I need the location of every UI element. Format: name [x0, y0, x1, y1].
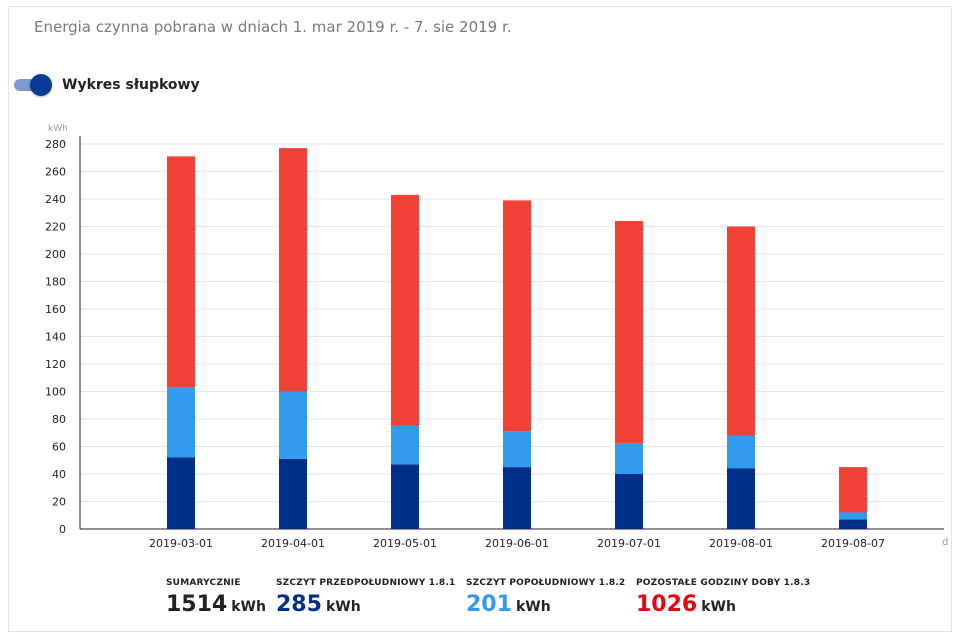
y-tick-label: 260	[45, 166, 66, 179]
bar-segment	[391, 425, 419, 465]
bar-segment	[391, 194, 419, 426]
x-tick-label: 2019-08-07	[821, 537, 885, 550]
y-tick-label: 60	[52, 441, 66, 454]
summary-183-value: 1026	[636, 592, 698, 617]
summary-182-value: 201	[466, 592, 512, 617]
summary-183-unit: kWh	[701, 599, 736, 615]
x-tick-label: 2019-04-01	[261, 537, 325, 550]
bar-chart-toggle[interactable]	[14, 74, 52, 96]
bar-segment	[279, 148, 307, 392]
bar-segment	[167, 156, 195, 388]
bar-segment	[727, 435, 755, 469]
x-tick-label: 2019-05-01	[373, 537, 437, 550]
toggle-label: Wykres słupkowy	[62, 77, 200, 93]
y-tick-label: 120	[45, 358, 66, 371]
bar-segment	[167, 457, 195, 529]
x-tick-label: 2019-07-01	[597, 537, 661, 550]
summary-181-value: 285	[276, 592, 322, 617]
bar-segment	[839, 519, 867, 529]
bar-segment	[615, 221, 643, 444]
summary-182: SZCZYT POPOŁUDNIOWY 1.8.2 201 kWh	[466, 578, 625, 617]
bar-segment	[839, 512, 867, 520]
summary-total-label: SUMARYCZNIE	[166, 578, 241, 588]
summary-181-unit: kWh	[325, 599, 361, 615]
bar-segment	[391, 464, 419, 529]
y-tick-label: 140	[45, 331, 66, 344]
summary-182-label: SZCZYT POPOŁUDNIOWY 1.8.2	[466, 578, 626, 588]
bar-segment	[727, 468, 755, 529]
y-tick-label: 20	[52, 496, 66, 509]
y-tick-label: 80	[52, 413, 66, 426]
bar-segment	[167, 387, 195, 458]
chart-type-toggle-group: Wykres słupkowy	[14, 74, 200, 96]
bar-segment	[279, 458, 307, 529]
y-tick-label: 0	[59, 523, 66, 536]
y-axis-unit-label: kWh	[48, 124, 68, 134]
bar-segment	[503, 431, 531, 468]
y-tick-label: 160	[45, 303, 66, 316]
y-tick-label: 180	[45, 276, 66, 289]
summary-183-label: POZOSTAŁE GODZINY DOBY 1.8.3	[636, 578, 811, 588]
y-tick-label: 200	[45, 248, 66, 261]
summary-181-label: SZCZYT PRZEDPOŁUDNIOWY 1.8.1	[276, 578, 456, 588]
bar-segment	[615, 474, 643, 529]
y-tick-label: 100	[45, 386, 66, 399]
y-tick-label: 40	[52, 468, 66, 481]
bar-segment	[839, 467, 867, 513]
y-tick-label: 240	[45, 193, 66, 206]
x-tick-label: 2019-08-01	[709, 537, 773, 550]
y-tick-label: 220	[45, 221, 66, 234]
x-tick-label: 2019-03-01	[149, 537, 213, 550]
bar-segment	[279, 391, 307, 459]
summary-total: SUMARYCZNIE 1514 kWh	[166, 578, 266, 617]
chart-title: Energia czynna pobrana w dniach 1. mar 2…	[34, 18, 512, 36]
y-tick-label: 280	[45, 138, 66, 151]
x-tick-label: 2019-06-01	[485, 537, 549, 550]
bar-segment	[503, 467, 531, 529]
bar-segment	[615, 443, 643, 474]
summary-181: SZCZYT PRZEDPOŁUDNIOWY 1.8.1 285 kWh	[276, 578, 455, 617]
bar-segment	[503, 200, 531, 432]
summary-total-value: 1514	[166, 592, 228, 617]
summary-stats: SUMARYCZNIE 1514 kWh SZCZYT PRZEDPOŁUDNIO…	[0, 578, 956, 628]
toggle-knob	[30, 74, 52, 96]
bar-segment	[727, 226, 755, 436]
summary-total-unit: kWh	[231, 599, 266, 615]
x-axis-unit-label: d	[942, 537, 948, 548]
summary-183: POZOSTAŁE GODZINY DOBY 1.8.3 1026 kWh	[636, 578, 810, 617]
summary-182-unit: kWh	[515, 599, 551, 615]
chart-panel	[8, 6, 952, 632]
